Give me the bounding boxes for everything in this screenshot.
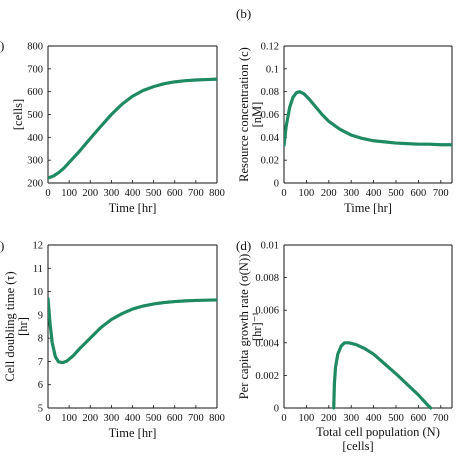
y-axis-label-unit: [hr] (16, 317, 30, 336)
y-tick-label: 0.02 (261, 156, 279, 167)
panel-label: ) (0, 238, 4, 253)
y-tick-label: 300 (27, 156, 43, 167)
x-tick-label: 700 (433, 413, 449, 424)
y-tick-label: 600 (27, 87, 43, 98)
x-tick-label: 400 (366, 413, 382, 424)
y-tick-label: 500 (27, 110, 43, 121)
y-tick-label: 12 (33, 241, 44, 252)
x-tick-label: 600 (167, 413, 183, 424)
x-tick-label: 500 (146, 188, 162, 199)
y-tick-label: 0 (274, 404, 279, 415)
y-tick-label: 5 (38, 404, 43, 415)
x-axis-label: Time [hr] (109, 426, 157, 440)
series-line (48, 296, 217, 365)
panel-d: 0 100 200 300 400 500 600 700 0 0.002 0.004 0.006 0.… (236, 238, 453, 453)
x-tick-label: 200 (321, 413, 337, 424)
series-line (332, 341, 433, 410)
y-tick-label: 9 (38, 310, 43, 321)
x-tick-label: 0 (45, 413, 50, 424)
y-tick-label: 8 (38, 334, 43, 345)
panel-b: 0 100 200 300 400 500 600 700 0 0.02 0.04 0.06 0.08 0… (236, 6, 453, 215)
x-tick-label: 200 (321, 188, 337, 199)
y-tick-label: 200 (27, 179, 43, 190)
y-axis-label: Resource concentration (c) (237, 47, 251, 182)
x-tick-label: 200 (82, 188, 98, 199)
y-axis-label-unit: [hr]⁻¹ (250, 312, 264, 341)
x-axis-label: Time [hr] (344, 201, 392, 215)
x-tick-label: 500 (388, 413, 404, 424)
x-tick-label: 300 (104, 413, 120, 424)
x-tick-label: 500 (146, 413, 162, 424)
series-line (48, 77, 217, 180)
panel-label: ) (0, 38, 4, 53)
x-tick-label: 0 (45, 188, 50, 199)
panel-label: (d) (236, 238, 251, 253)
x-tick-label: 800 (209, 413, 225, 424)
panel-c: 0 100 200 300 400 500 600 700 800 5 6 7 8 9 10 11 12 Time… (0, 238, 225, 440)
y-tick-label: 0.004 (255, 338, 279, 349)
y-tick-label: 6 (38, 380, 43, 391)
y-tick-label: 400 (27, 133, 43, 144)
x-tick-label: 100 (299, 413, 315, 424)
y-tick-label: 7 (38, 357, 43, 368)
x-tick-label: 800 (209, 188, 225, 199)
y-tick-label: 11 (33, 264, 43, 275)
panel-a: 0 100 200 300 400 500 600 700 800 200 300 400 500 600… (0, 38, 225, 215)
series-line (284, 90, 452, 147)
y-tick-label: 700 (27, 64, 43, 75)
x-tick-label: 400 (125, 188, 141, 199)
y-axis-label-unit: [nM] (250, 102, 264, 128)
x-tick-label: 300 (343, 413, 359, 424)
x-tick-label: 300 (104, 188, 120, 199)
x-tick-label: 700 (188, 188, 204, 199)
x-tick-label: 100 (61, 188, 77, 199)
y-axis-label: Cell doubling time (τ) (3, 271, 17, 381)
x-tick-label: 600 (411, 413, 427, 424)
y-axis-label: Per capita growth rate (σ(N)) (237, 254, 251, 400)
x-tick-label: 400 (125, 413, 141, 424)
x-tick-label: 600 (411, 188, 427, 199)
x-tick-label: 100 (299, 188, 315, 199)
y-tick-label: 0.1 (266, 64, 279, 75)
y-tick-label: 0.01 (261, 241, 279, 252)
y-tick-label: 0.08 (261, 87, 279, 98)
x-tick-label: 700 (433, 188, 449, 199)
y-tick-label: 0.008 (255, 273, 279, 284)
y-tick-label: 0.002 (255, 371, 279, 382)
y-tick-label: 0 (274, 179, 279, 190)
panel-label: (b) (236, 6, 251, 21)
x-tick-label: 0 (281, 413, 286, 424)
y-axis-label: [cells] (11, 99, 25, 130)
x-tick-label: 100 (61, 413, 77, 424)
y-tick-label: 0.04 (261, 133, 280, 144)
y-tick-label: 0.06 (261, 110, 279, 121)
y-tick-label: 0.006 (255, 306, 279, 317)
x-tick-label: 300 (343, 188, 359, 199)
x-tick-label: 500 (388, 188, 404, 199)
x-tick-label: 0 (281, 188, 286, 199)
x-axis-label: Time [hr] (109, 201, 157, 215)
x-tick-label: 600 (167, 188, 183, 199)
x-axis-label: Total cell population (N) (316, 425, 440, 439)
x-tick-label: 200 (82, 413, 98, 424)
x-axis-label-unit: [cells] (342, 439, 373, 453)
y-tick-label: 10 (33, 287, 44, 298)
x-tick-label: 700 (188, 413, 204, 424)
y-tick-label: 0.12 (261, 42, 279, 53)
x-tick-label: 400 (366, 188, 382, 199)
y-tick-label: 800 (27, 42, 43, 53)
